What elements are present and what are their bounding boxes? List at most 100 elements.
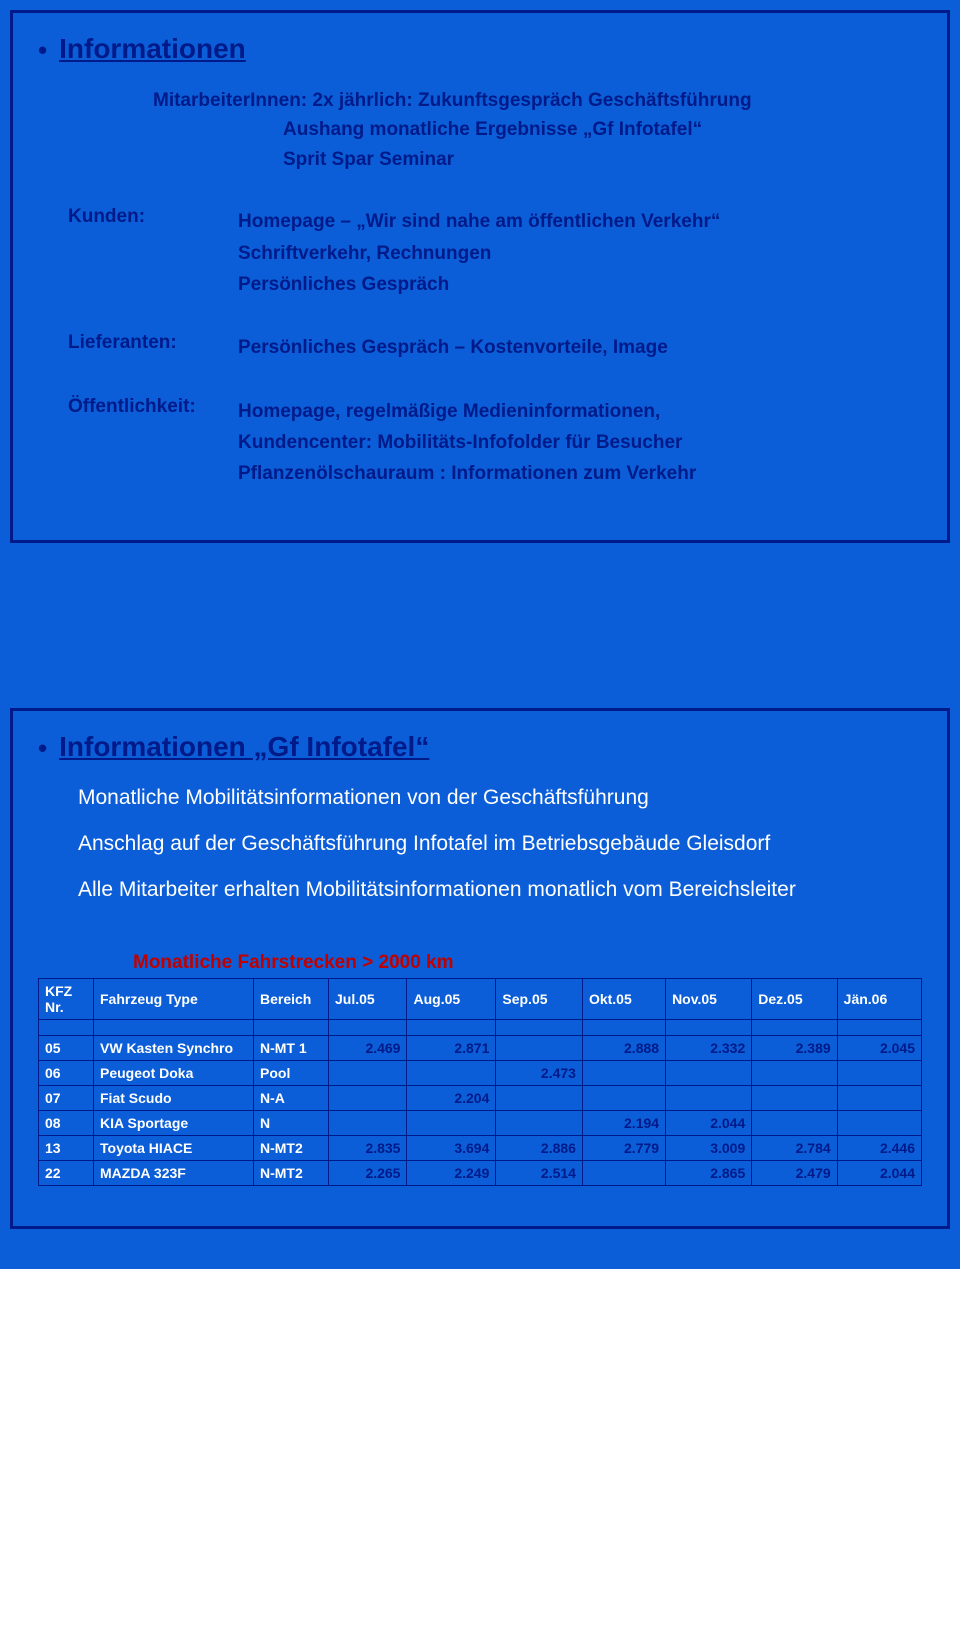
cell-value: 2.389 — [752, 1035, 837, 1060]
th: Okt.05 — [582, 978, 665, 1019]
cell-text: N-MT 1 — [254, 1035, 329, 1060]
th: Nov.05 — [666, 978, 752, 1019]
spacer-cell — [39, 1019, 94, 1035]
cell-value — [496, 1110, 583, 1135]
cell-text: 07 — [39, 1085, 94, 1110]
slide1-sub-line: MitarbeiterInnen: 2x jährlich: Zukunftsg… — [153, 86, 922, 115]
page-container: • Informationen MitarbeiterInnen: 2x jäh… — [0, 0, 960, 1269]
table-header-row: KFZ Nr. Fahrzeug Type Bereich Jul.05 Aug… — [39, 978, 922, 1019]
slide2-line: Alle Mitarbeiter erhalten Mobilitätsinfo… — [78, 878, 922, 902]
cell-value: 2.886 — [496, 1135, 583, 1160]
cell-value — [666, 1060, 752, 1085]
slide-informationen: • Informationen MitarbeiterInnen: 2x jäh… — [10, 10, 950, 543]
spacer-cell — [329, 1019, 407, 1035]
oeffentlich-line: Kundencenter: Mobilitäts-Infofolder für … — [238, 427, 696, 458]
cell-value: 3.694 — [407, 1135, 496, 1160]
cell-text: 22 — [39, 1160, 94, 1185]
oeffentlich-line: Homepage, regelmäßige Medieninformatione… — [238, 396, 696, 427]
cell-value: 2.446 — [837, 1135, 921, 1160]
cell-value — [837, 1060, 921, 1085]
slide1-title: Informationen — [59, 33, 246, 65]
cell-text: MAZDA 323F — [94, 1160, 254, 1185]
cell-value — [407, 1060, 496, 1085]
slide1-sub-line: Sprit Spar Seminar — [283, 145, 922, 174]
cell-value: 3.009 — [666, 1135, 752, 1160]
kunden-block: Kunden: Homepage – „Wir sind nahe am öff… — [38, 206, 922, 300]
cell-text: 05 — [39, 1035, 94, 1060]
cell-value: 2.044 — [837, 1160, 921, 1185]
cell-text: N-MT2 — [254, 1160, 329, 1185]
cell-value — [837, 1085, 921, 1110]
cell-value — [407, 1110, 496, 1135]
th: Sep.05 — [496, 978, 583, 1019]
bullet-icon: • — [38, 733, 47, 764]
oeffentlich-label: Öffentlichkeit: — [68, 396, 238, 490]
oeffentlich-line: Pflanzenölschauraum : Informationen zum … — [238, 458, 696, 489]
kunden-line: Homepage – „Wir sind nahe am öffentliche… — [238, 206, 720, 237]
th: KFZ Nr. — [39, 978, 94, 1019]
cell-value — [329, 1060, 407, 1085]
cell-value — [752, 1085, 837, 1110]
cell-value — [752, 1060, 837, 1085]
spacer-cell — [496, 1019, 583, 1035]
table-row: 05VW Kasten SynchroN-MT 12.4692.8712.888… — [39, 1035, 922, 1060]
table-row: 22MAZDA 323FN-MT22.2652.2492.5142.8652.4… — [39, 1160, 922, 1185]
spacer-cell — [94, 1019, 254, 1035]
lieferanten-value: Persönliches Gespräch – Kostenvorteile, … — [238, 332, 668, 363]
cell-value — [496, 1085, 583, 1110]
cell-value — [582, 1060, 665, 1085]
th: Dez.05 — [752, 978, 837, 1019]
spacer-cell — [254, 1019, 329, 1035]
oeffentlich-value: Homepage, regelmäßige Medieninformatione… — [238, 396, 696, 490]
th: Jul.05 — [329, 978, 407, 1019]
slide1-sub-block: MitarbeiterInnen: 2x jährlich: Zukunftsg… — [153, 86, 922, 174]
cell-value: 2.779 — [582, 1135, 665, 1160]
cell-value: 2.469 — [329, 1035, 407, 1060]
cell-text: VW Kasten Synchro — [94, 1035, 254, 1060]
cell-value: 2.045 — [837, 1035, 921, 1060]
cell-value — [837, 1110, 921, 1135]
cell-text: Peugeot Doka — [94, 1060, 254, 1085]
bullet-icon: • — [38, 35, 47, 66]
spacer-cell — [837, 1019, 921, 1035]
cell-value: 2.044 — [666, 1110, 752, 1135]
cell-value: 2.265 — [329, 1160, 407, 1185]
cell-text: KIA Sportage — [94, 1110, 254, 1135]
cell-text: N-A — [254, 1085, 329, 1110]
cell-value: 2.784 — [752, 1135, 837, 1160]
table-spacer-row — [39, 1019, 922, 1035]
oeffentlichkeit-block: Öffentlichkeit: Homepage, regelmäßige Me… — [38, 396, 922, 490]
spacer-cell — [582, 1019, 665, 1035]
cell-value: 2.473 — [496, 1060, 583, 1085]
cell-value: 2.204 — [407, 1085, 496, 1110]
cell-text: Fiat Scudo — [94, 1085, 254, 1110]
th: Jän.06 — [837, 978, 921, 1019]
lieferanten-label: Lieferanten: — [68, 332, 238, 363]
table-row: 07Fiat ScudoN-A 2.204 — [39, 1085, 922, 1110]
cell-value: 2.332 — [666, 1035, 752, 1060]
spacer-cell — [666, 1019, 752, 1035]
cell-value — [496, 1035, 583, 1060]
cell-text: Toyota HIACE — [94, 1135, 254, 1160]
cell-value — [582, 1085, 665, 1110]
table-title: Monatliche Fahrstrecken > 2000 km — [133, 952, 922, 974]
cell-value — [329, 1110, 407, 1135]
table-row: 08KIA SportageN 2.1942.044 — [39, 1110, 922, 1135]
fahrstrecken-table: KFZ Nr. Fahrzeug Type Bereich Jul.05 Aug… — [38, 978, 922, 1186]
slide2-title: Informationen „Gf Infotafel“ — [59, 731, 429, 763]
th: Aug.05 — [407, 978, 496, 1019]
th: Fahrzeug Type — [94, 978, 254, 1019]
cell-text: N — [254, 1110, 329, 1135]
cell-text: 08 — [39, 1110, 94, 1135]
cell-value: 2.835 — [329, 1135, 407, 1160]
table-row: 06Peugeot DokaPool2.473 — [39, 1060, 922, 1085]
spacer-cell — [407, 1019, 496, 1035]
th: Bereich — [254, 978, 329, 1019]
cell-text: N-MT2 — [254, 1135, 329, 1160]
lieferanten-line: Persönliches Gespräch – Kostenvorteile, … — [238, 332, 668, 363]
slide2-line: Anschlag auf der Geschäftsführung Infota… — [78, 832, 922, 856]
slide1-sub-line: Aushang monatliche Ergebnisse „Gf Infota… — [283, 115, 922, 144]
cell-value — [666, 1085, 752, 1110]
cell-text: 06 — [39, 1060, 94, 1085]
cell-value: 2.194 — [582, 1110, 665, 1135]
